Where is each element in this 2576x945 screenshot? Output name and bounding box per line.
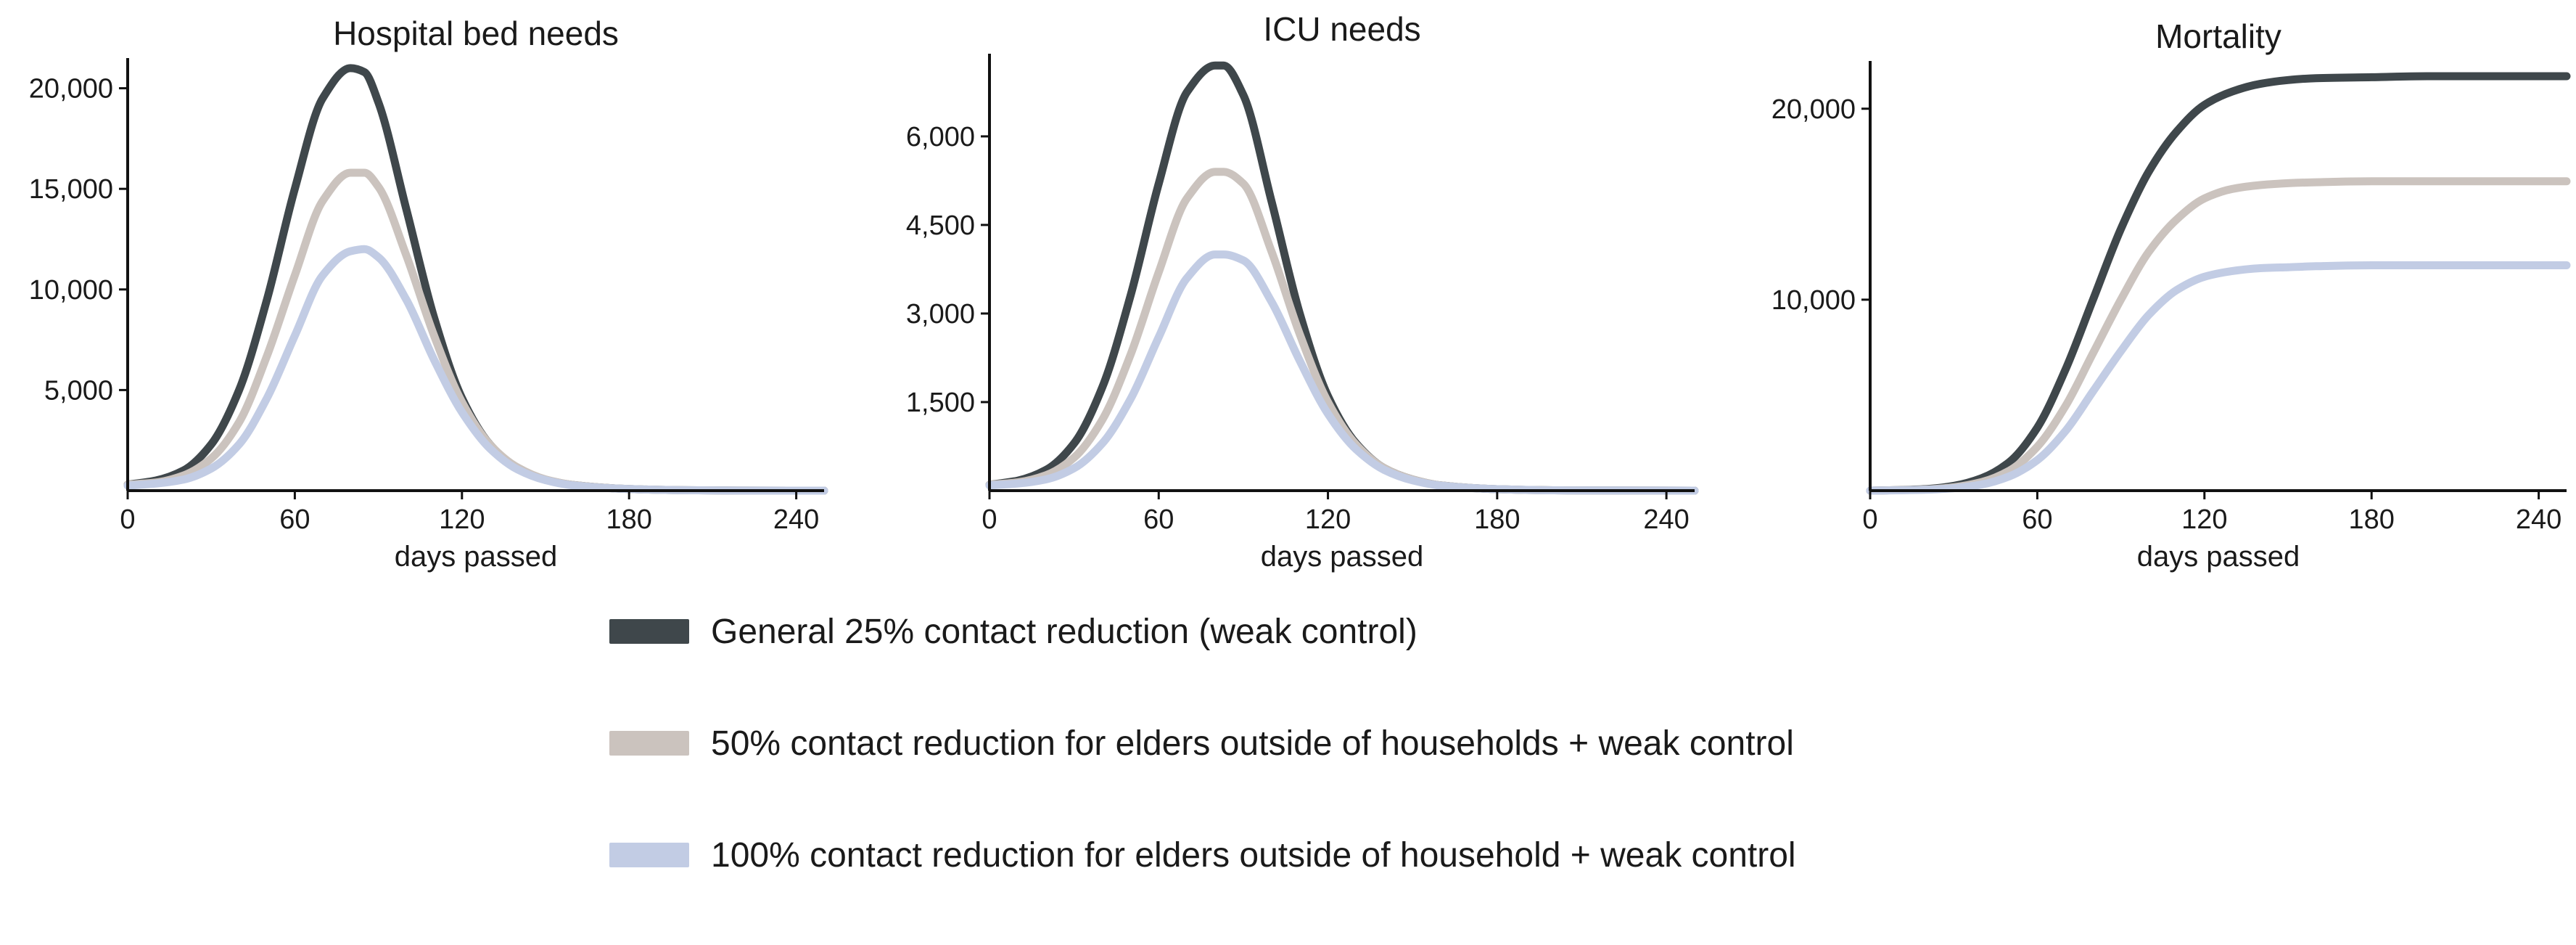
x-tick-label: 240: [773, 504, 819, 535]
chart-title: ICU needs: [1263, 10, 1420, 48]
series-line-elders-50: [985, 168, 1699, 495]
y-tick-label: 20,000: [1771, 94, 1856, 125]
chart-mortality: Mortality 0 60 120 180 240 10,000 20,000 days pa…: [1771, 17, 2571, 573]
series-line-elders-50: [1866, 177, 2571, 495]
legend-swatch-elders-50: [609, 731, 689, 756]
x-tick-label: 180: [1474, 504, 1520, 535]
y-tick-label: 1,500: [906, 388, 975, 418]
x-tick-label: 0: [120, 504, 135, 535]
chart-hospital-bed-needs: Hospital bed needs 0 60 120 180 240 5,000 10,00…: [29, 15, 828, 573]
chart-title: Mortality: [2155, 17, 2281, 55]
chart-panels: Hospital bed needs 0 60 120 180 240 5,000 10,00…: [29, 10, 2571, 573]
chart-title: Hospital bed needs: [333, 15, 619, 52]
x-tick-label: 120: [439, 504, 485, 535]
x-tick-label: 180: [2348, 504, 2394, 535]
y-tick-label: 15,000: [29, 174, 113, 205]
x-tick-label: 120: [2181, 504, 2227, 535]
x-tick-label: 180: [606, 504, 651, 535]
x-tick-label: 120: [1305, 504, 1351, 535]
series-line-elders-50: [123, 168, 828, 495]
legend-item: 50% contact reduction for elders outside…: [609, 721, 1796, 765]
y-tick-label: 5,000: [44, 375, 113, 406]
y-tick-label: 4,500: [906, 210, 975, 241]
legend-label-elders-50: 50% contact reduction for elders outside…: [711, 724, 1794, 763]
x-tick-label: 60: [1143, 504, 1174, 535]
x-tick-label: 240: [2516, 504, 2561, 535]
legend: General 25% contact reduction (weak cont…: [609, 610, 1796, 945]
y-tick-label: 20,000: [29, 74, 113, 105]
series-line-elders-100: [1866, 261, 2571, 495]
legend-label-weak-control: General 25% contact reduction (weak cont…: [711, 612, 1417, 651]
legend-swatch-elders-100: [609, 843, 689, 867]
legend-item: 100% contact reduction for elders outsid…: [609, 833, 1796, 877]
legend-item: General 25% contact reduction (weak cont…: [609, 610, 1796, 653]
series-line-elders-100: [985, 250, 1699, 495]
y-tick-label: 3,000: [906, 299, 975, 330]
x-tick-label: 0: [982, 504, 997, 535]
series-line-elders-100: [123, 245, 828, 495]
x-tick-label: 0: [1862, 504, 1877, 535]
series-line-weak-control: [1866, 72, 2571, 495]
x-tick-label: 240: [1643, 504, 1689, 535]
legend-swatch-weak-control: [609, 619, 689, 644]
y-tick-label: 6,000: [906, 122, 975, 152]
y-tick-label: 10,000: [29, 275, 113, 306]
y-tick-label: 10,000: [1771, 285, 1856, 316]
x-tick-label: 60: [2022, 504, 2052, 535]
chart-icu-needs: ICU needs 0 60 120 180 240 1,500 3,000 4,500 6,00…: [906, 10, 1699, 573]
x-tick-label: 60: [279, 504, 310, 535]
legend-label-elders-100: 100% contact reduction for elders outsid…: [711, 835, 1796, 875]
x-axis-label: days passed: [395, 541, 558, 573]
x-axis-label: days passed: [1261, 541, 1424, 573]
x-axis-label: days passed: [2137, 541, 2300, 573]
